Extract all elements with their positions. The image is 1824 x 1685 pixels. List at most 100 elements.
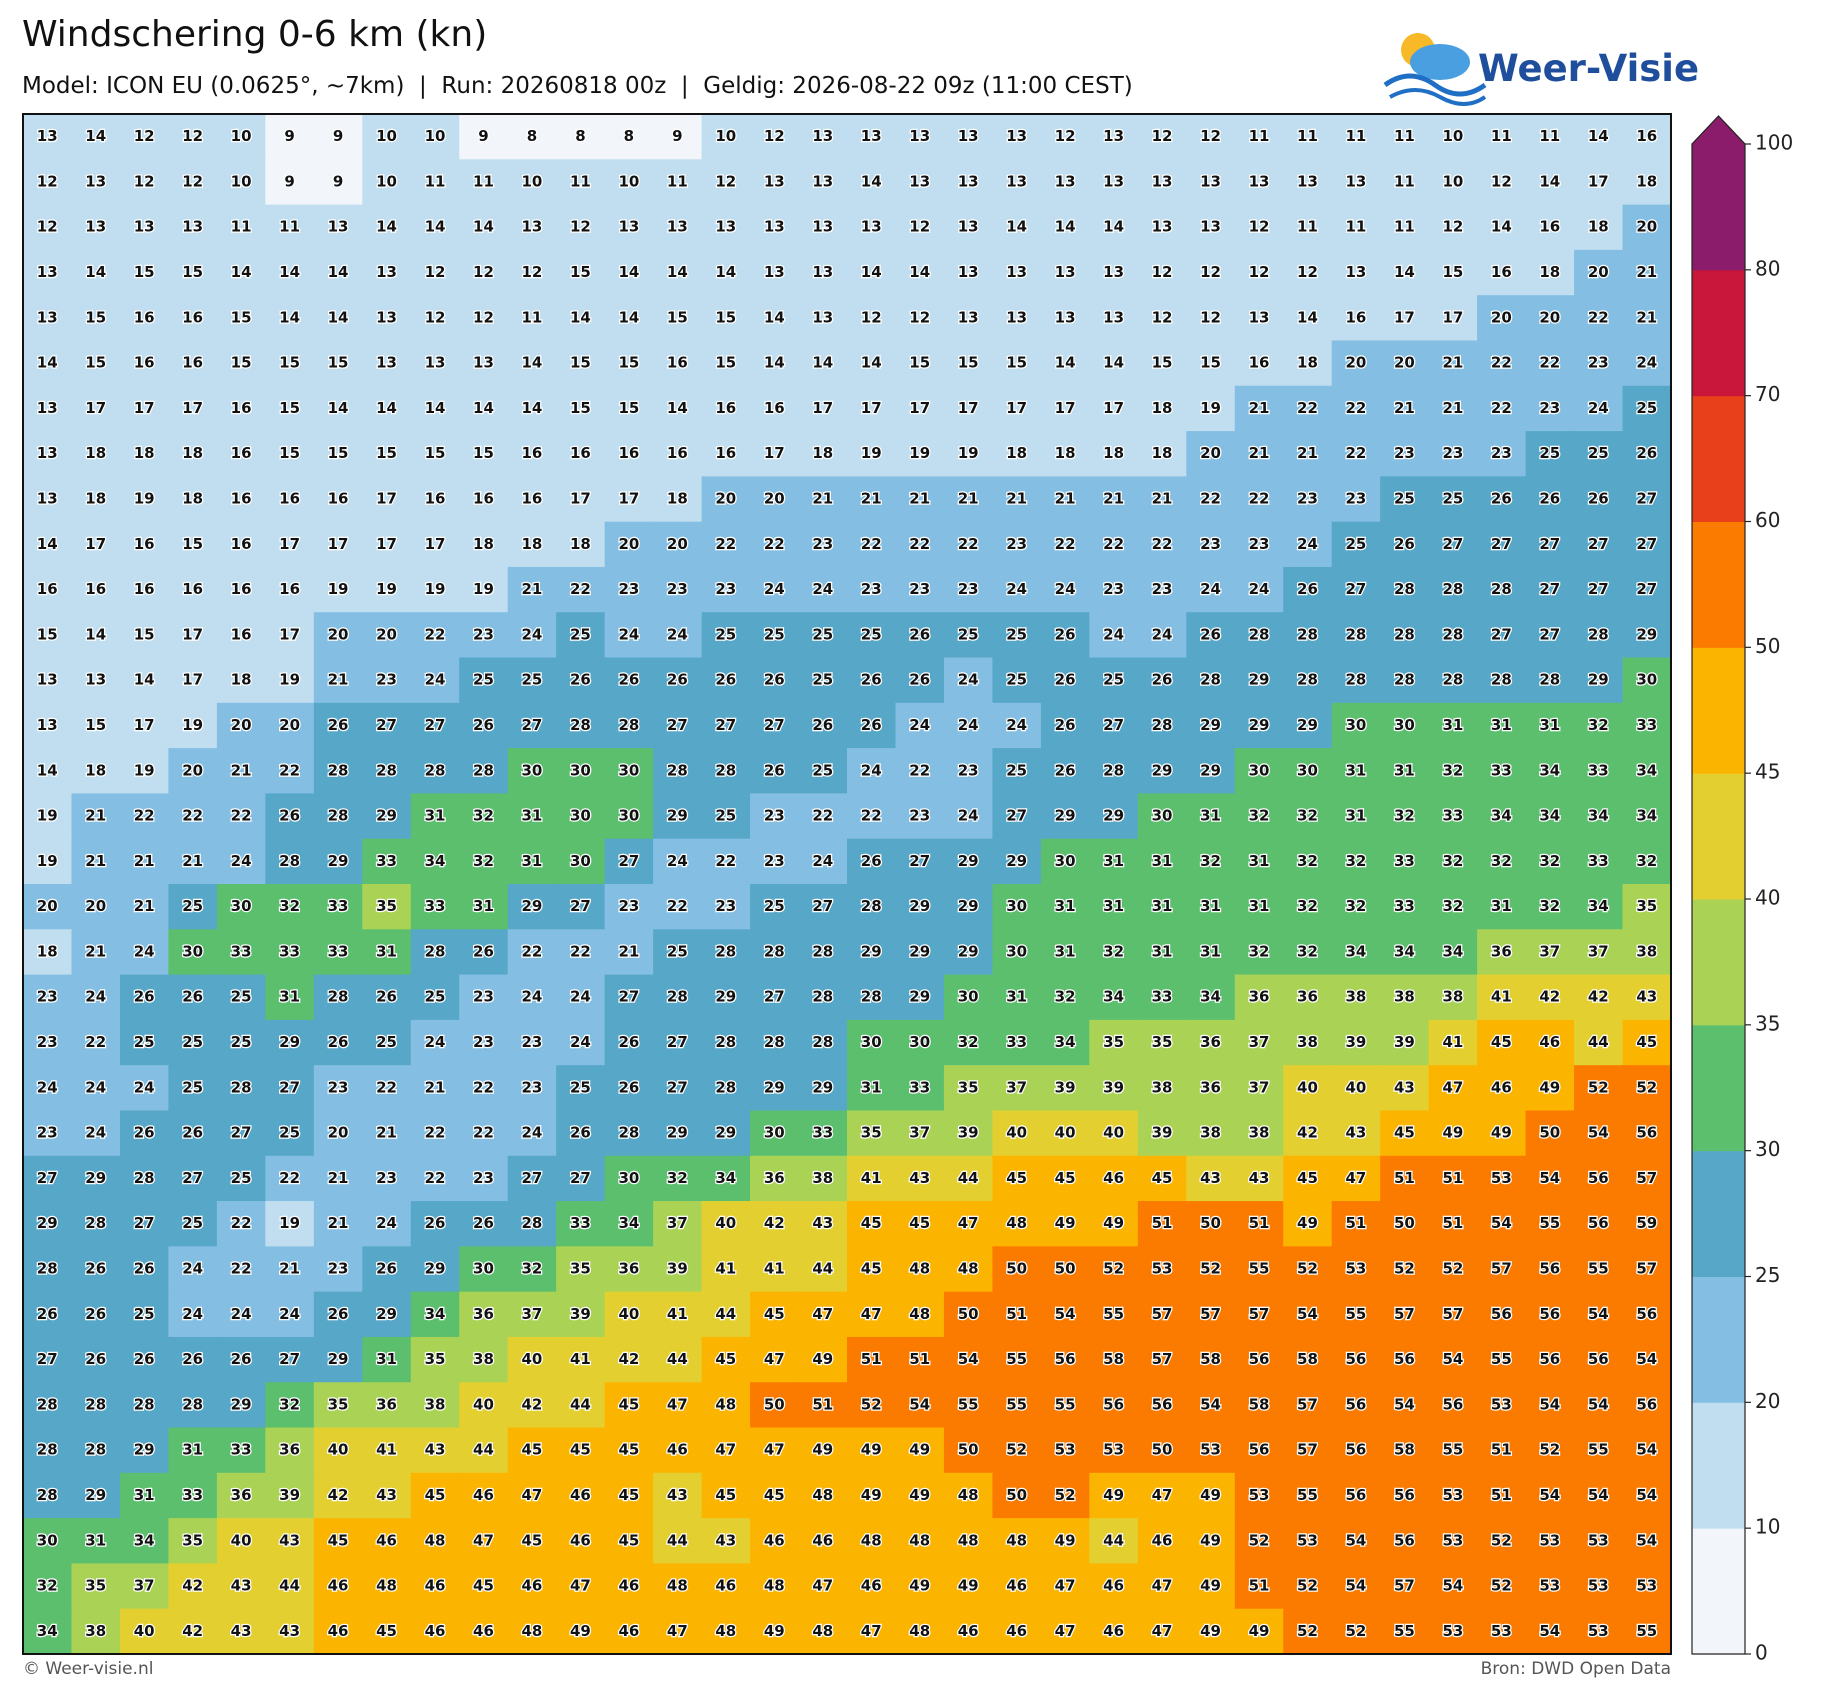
field-cell <box>943 431 994 477</box>
field-cell <box>1137 476 1187 523</box>
cell-value: 38 <box>1152 1078 1173 1096</box>
cell-value: 26 <box>425 1214 446 1232</box>
cell-value: 29 <box>1249 716 1270 734</box>
cell-value: 43 <box>1394 1078 1415 1096</box>
cell-value: 46 <box>522 1577 543 1595</box>
cell-value: 22 <box>715 535 736 553</box>
cell-value: 37 <box>1539 942 1560 960</box>
cell-value: 24 <box>958 807 979 825</box>
cell-value: 16 <box>328 490 349 508</box>
cell-value: 15 <box>231 308 252 326</box>
cell-value: 25 <box>1636 399 1657 417</box>
field-cell <box>1137 566 1187 613</box>
cell-value: 58 <box>1103 1350 1124 1368</box>
field-cell <box>507 249 557 296</box>
cell-value: 24 <box>958 716 979 734</box>
field-cell <box>507 385 557 432</box>
cell-value: 37 <box>667 1214 688 1232</box>
cell-value: 31 <box>1200 897 1221 915</box>
field-cell <box>410 521 460 568</box>
field-cell <box>410 340 460 387</box>
field-cell <box>653 838 703 885</box>
cell-value: 34 <box>37 1622 58 1640</box>
field-cell <box>604 1110 654 1157</box>
cell-value: 24 <box>376 1214 397 1232</box>
cell-value: 18 <box>231 671 252 689</box>
field-cell <box>701 657 751 704</box>
cell-value: 17 <box>861 399 882 417</box>
cell-value: 17 <box>1103 399 1124 417</box>
field-cell <box>1234 702 1284 749</box>
cell-value: 13 <box>85 218 106 236</box>
field-cell <box>1622 476 1672 523</box>
cell-value: 29 <box>1152 761 1173 779</box>
cell-value: 13 <box>812 127 833 145</box>
cell-value: 23 <box>715 897 736 915</box>
cell-value: 27 <box>425 716 446 734</box>
cell-value: 57 <box>1152 1350 1173 1368</box>
field-cell <box>895 1110 945 1157</box>
cell-value: 20 <box>1346 354 1367 372</box>
field-cell <box>604 521 654 568</box>
cell-value: 46 <box>618 1622 639 1640</box>
cell-value: 18 <box>522 535 543 553</box>
field-cell <box>847 838 897 885</box>
cell-value: 24 <box>1200 580 1221 598</box>
field-cell <box>1137 249 1187 296</box>
cell-value: 54 <box>1588 1486 1609 1504</box>
cell-value: 13 <box>1055 263 1076 281</box>
cell-value: 27 <box>1636 535 1657 553</box>
cell-value: 14 <box>522 354 543 372</box>
cell-value: 56 <box>1636 1124 1657 1142</box>
cell-value: 46 <box>473 1486 494 1504</box>
colorbar-label: 40 <box>1755 886 1780 910</box>
cell-value: 48 <box>958 1531 979 1549</box>
cell-value: 15 <box>279 399 300 417</box>
cell-value: 13 <box>37 308 58 326</box>
cell-value: 39 <box>570 1305 591 1323</box>
cell-value: 49 <box>1491 1124 1512 1142</box>
field-cell <box>119 431 170 477</box>
field-cell <box>313 702 363 749</box>
cell-value: 33 <box>231 1441 252 1459</box>
field-cell <box>556 114 606 160</box>
cell-value: 47 <box>958 1214 979 1232</box>
cell-value: 27 <box>279 1078 300 1096</box>
cell-value: 12 <box>182 172 203 190</box>
cell-value: 23 <box>473 988 494 1006</box>
cell-value: 40 <box>1055 1124 1076 1142</box>
cell-value: 18 <box>1636 172 1657 190</box>
cell-value: 51 <box>1442 1169 1463 1187</box>
cell-value: 16 <box>182 308 203 326</box>
field-cell <box>410 838 460 885</box>
cell-value: 12 <box>134 172 155 190</box>
field-cell <box>1574 1065 1624 1112</box>
cell-value: 44 <box>958 1169 979 1187</box>
cell-value: 15 <box>715 354 736 372</box>
field-cell <box>895 295 945 342</box>
field-cell <box>1331 1110 1381 1157</box>
cell-value: 15 <box>570 354 591 372</box>
cell-value: 39 <box>279 1486 300 1504</box>
field-cell <box>1574 204 1624 251</box>
cell-value: 25 <box>812 761 833 779</box>
field-cell <box>653 929 703 976</box>
field-cell <box>895 612 945 659</box>
field-cell <box>265 295 315 342</box>
field-cell <box>507 476 557 523</box>
cell-value: 28 <box>182 1395 203 1413</box>
cell-value: 25 <box>570 1078 591 1096</box>
cell-value: 27 <box>1588 580 1609 598</box>
title: Windschering 0-6 km (kn) <box>22 14 487 55</box>
cell-value: 35 <box>1636 897 1657 915</box>
cell-value: 46 <box>425 1577 446 1595</box>
cell-value: 42 <box>1588 988 1609 1006</box>
cell-value: 29 <box>764 1078 785 1096</box>
field-cell <box>362 793 412 840</box>
field-cell <box>1428 974 1478 1021</box>
colorbar-segment <box>1692 647 1745 774</box>
field-cell <box>798 1065 848 1112</box>
cell-value: 14 <box>85 127 106 145</box>
field-cell <box>556 476 606 523</box>
cell-value: 13 <box>1006 172 1027 190</box>
